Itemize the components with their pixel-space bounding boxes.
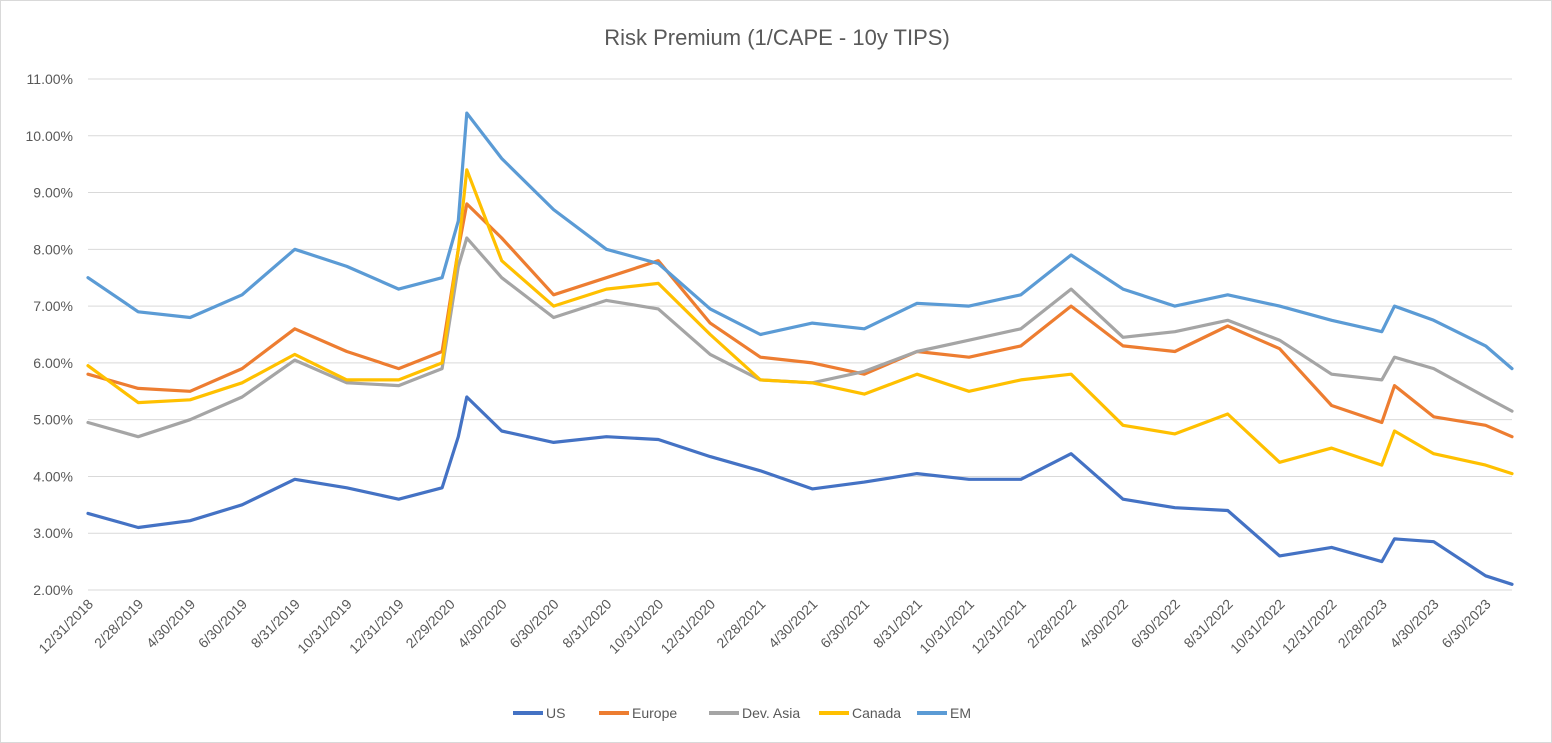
series-line-dev-asia <box>86 236 1514 439</box>
legend-label: Canada <box>852 705 901 721</box>
legend-label: Europe <box>632 705 677 721</box>
x-tick-label: 2/28/2023 <box>1335 596 1391 652</box>
x-tick-label: 10/31/2021 <box>916 596 977 657</box>
y-tick-label: 7.00% <box>33 298 73 314</box>
x-tick-label: 12/31/2021 <box>968 596 1029 657</box>
y-tick-label: 4.00% <box>33 468 73 484</box>
x-axis-ticks: 12/31/20182/28/20194/30/20196/30/20198/3… <box>35 596 1494 657</box>
y-tick-label: 2.00% <box>33 582 73 598</box>
x-tick-label: 6/30/2023 <box>1438 596 1494 652</box>
gridlines <box>88 78 1512 591</box>
y-tick-label: 9.00% <box>33 185 73 201</box>
x-tick-label: 6/30/2020 <box>506 596 562 652</box>
y-tick-label: 10.00% <box>26 128 73 144</box>
x-tick-label: 2/28/2021 <box>713 596 769 652</box>
y-tick-label: 5.00% <box>33 412 73 428</box>
x-tick-label: 4/30/2020 <box>454 596 510 652</box>
x-tick-label: 4/30/2021 <box>765 596 821 652</box>
x-tick-label: 12/31/2022 <box>1279 596 1340 657</box>
series-line-europe <box>86 202 1514 439</box>
x-tick-label: 2/28/2019 <box>91 596 147 652</box>
x-tick-label: 10/31/2020 <box>606 596 667 657</box>
legend-label: US <box>546 705 565 721</box>
series-line-canada <box>86 168 1514 476</box>
x-tick-label: 2/29/2020 <box>403 596 459 652</box>
legend-label: Dev. Asia <box>742 705 800 721</box>
x-tick-label: 12/31/2020 <box>657 596 718 657</box>
chart-title: Risk Premium (1/CAPE - 10y TIPS) <box>604 25 950 50</box>
x-tick-label: 10/31/2022 <box>1227 596 1288 657</box>
x-tick-label: 4/30/2023 <box>1386 596 1442 652</box>
x-tick-label: 4/30/2022 <box>1076 596 1132 652</box>
x-tick-label: 2/28/2022 <box>1024 596 1080 652</box>
y-tick-label: 3.00% <box>33 525 73 541</box>
x-tick-label: 8/31/2020 <box>559 596 615 652</box>
x-tick-label: 6/30/2022 <box>1128 596 1184 652</box>
y-axis-ticks: 2.00% 3.00% 4.00% 5.00% 6.00% 7.00% 8.00% 9.00%… <box>26 71 73 598</box>
x-tick-label: 6/30/2019 <box>195 596 251 652</box>
x-tick-label: 10/31/2019 <box>294 596 355 657</box>
y-tick-label: 6.00% <box>33 355 73 371</box>
legend: US Europe Dev. Asia Canada EM <box>513 705 971 721</box>
x-tick-label: 8/31/2022 <box>1180 596 1236 652</box>
y-tick-label: 11.00% <box>27 71 73 87</box>
series-lines <box>86 111 1514 586</box>
x-tick-label: 12/31/2018 <box>35 596 96 657</box>
x-tick-label: 4/30/2019 <box>143 596 199 652</box>
series-line-em <box>86 111 1514 371</box>
x-tick-label: 8/31/2019 <box>248 596 304 652</box>
x-tick-label: 8/31/2021 <box>870 596 926 652</box>
x-tick-label: 12/31/2019 <box>346 596 407 657</box>
series-line-us <box>86 395 1514 586</box>
x-tick-label: 6/30/2021 <box>817 596 873 652</box>
y-tick-label: 8.00% <box>33 241 73 257</box>
legend-label: EM <box>950 705 971 721</box>
